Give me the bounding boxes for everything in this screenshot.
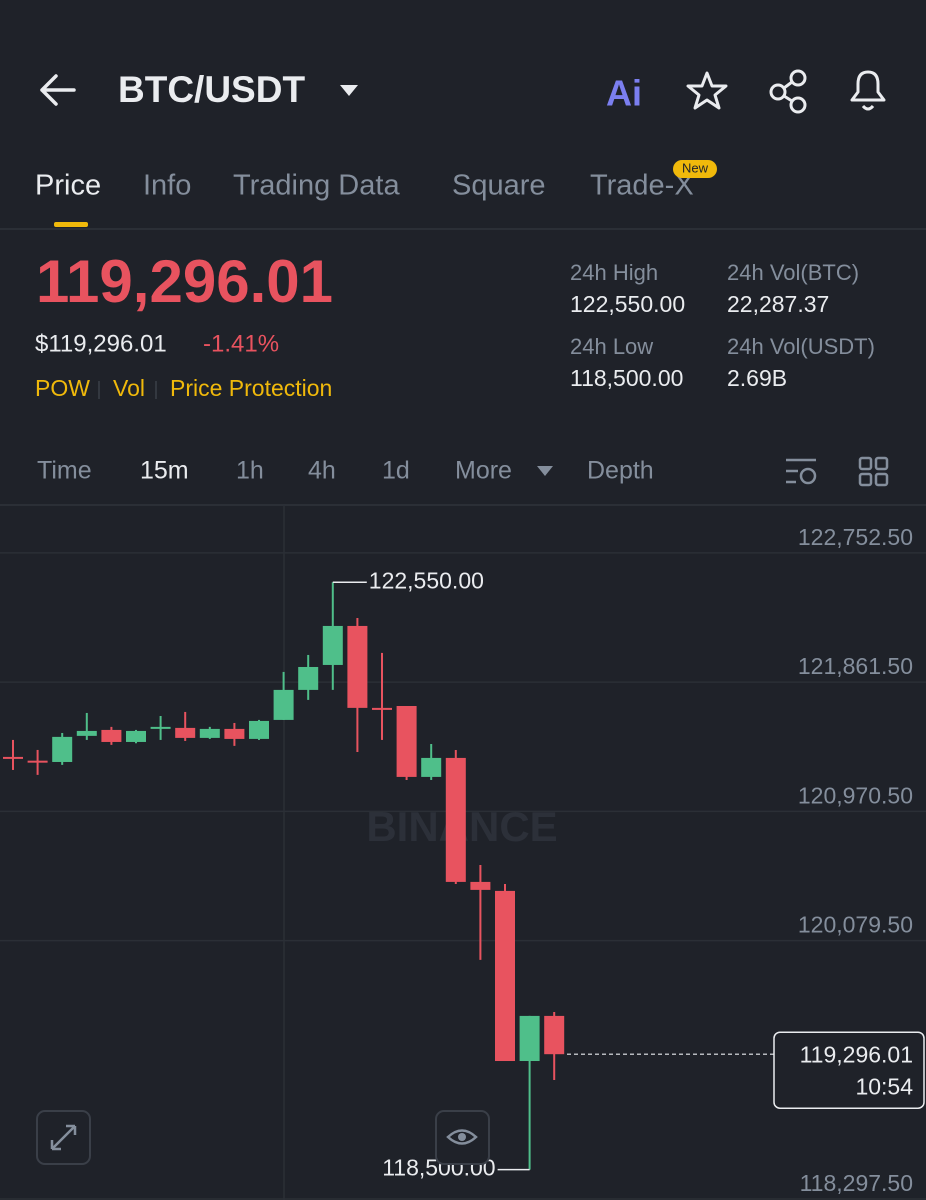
- stat-label: 24h High: [570, 260, 658, 285]
- candle-body: [322, 625, 343, 665]
- new-badge: [673, 160, 717, 178]
- candle-body: [101, 729, 122, 742]
- tab[interactable]: Square: [452, 170, 546, 202]
- y-tick-label: 120,970.50: [798, 782, 913, 808]
- high-annotation: 122,550.00: [369, 567, 484, 593]
- y-tick-label: 122,752.50: [798, 524, 913, 550]
- interval[interactable]: 1d: [382, 457, 410, 485]
- candle-body: [52, 736, 73, 762]
- eye-icon: [446, 1129, 478, 1145]
- tab[interactable]: Trading Data: [233, 170, 400, 202]
- stat-label: 24h Vol(BTC): [727, 260, 859, 285]
- y-tick-label: 121,861.50: [798, 653, 913, 679]
- layout-button[interactable]: [858, 456, 889, 487]
- candle-body: [126, 730, 146, 742]
- price-change: -1.41%: [203, 330, 279, 357]
- usd-price: $119,296.01: [35, 330, 167, 357]
- candle-body: [495, 890, 515, 1062]
- last-price-box: [773, 1031, 925, 1109]
- tag[interactable]: POW: [35, 375, 90, 401]
- tab[interactable]: Info: [143, 170, 191, 202]
- active-tab-indicator: [54, 222, 88, 227]
- candle-body: [3, 756, 23, 759]
- candle-body: [175, 727, 196, 738]
- tab[interactable]: Price: [35, 170, 101, 202]
- new-badge-text: New: [682, 160, 709, 175]
- y-tick-label: 120,079.50: [798, 912, 913, 938]
- back-button[interactable]: [40, 74, 76, 106]
- interval[interactable]: 4h: [308, 457, 336, 485]
- candle-body: [519, 1015, 540, 1062]
- interval[interactable]: More: [455, 457, 512, 485]
- candle-body: [470, 881, 491, 890]
- candle-body: [224, 728, 245, 739]
- stat-value: 22,287.37: [727, 291, 829, 317]
- candle-body: [249, 720, 269, 739]
- more-dropdown[interactable]: [537, 466, 553, 476]
- pair-title[interactable]: BTC/USDT: [118, 69, 305, 110]
- countdown: 10:54: [855, 1073, 913, 1099]
- interval[interactable]: 15m: [140, 457, 189, 485]
- candle-body: [347, 625, 368, 708]
- interval[interactable]: 1h: [236, 457, 264, 485]
- indicator-settings[interactable]: [786, 458, 817, 485]
- candle-body: [421, 757, 442, 777]
- y-tick-label: 118,297.50: [800, 1170, 913, 1196]
- candle-body: [372, 707, 392, 710]
- candle-body: [396, 705, 417, 777]
- stat-label: 24h Vol(USDT): [727, 334, 875, 359]
- candle-body: [273, 689, 294, 720]
- fullscreen-button[interactable]: [36, 1110, 91, 1165]
- candle-body: [199, 728, 220, 738]
- candle-body: [298, 666, 319, 690]
- candle-body: [150, 726, 171, 729]
- stat-value: 122,550.00: [570, 291, 685, 317]
- pair-dropdown[interactable]: [340, 85, 358, 96]
- stat-label: 24h Low: [570, 334, 653, 359]
- stat-value: 2.69B: [727, 365, 787, 391]
- eye-pupil: [458, 1133, 466, 1141]
- candle-body: [544, 1015, 565, 1055]
- stat-value: 118,500.00: [570, 365, 683, 391]
- interval[interactable]: Depth: [587, 457, 654, 485]
- candle-body: [76, 730, 97, 736]
- interval[interactable]: Time: [37, 457, 92, 485]
- tag[interactable]: Vol: [113, 375, 145, 401]
- ai-button[interactable]: Ai: [606, 73, 642, 114]
- share-button[interactable]: [769, 69, 807, 114]
- fullscreen-icon: [50, 1124, 77, 1151]
- last-price-label: 119,296.01: [800, 1041, 913, 1067]
- alert-button[interactable]: [850, 70, 886, 111]
- tag[interactable]: Price Protection: [170, 375, 332, 401]
- candle-body: [445, 757, 466, 882]
- last-price: 119,296.01: [36, 248, 333, 315]
- candle-body: [27, 760, 48, 763]
- favorite-button[interactable]: [686, 71, 728, 110]
